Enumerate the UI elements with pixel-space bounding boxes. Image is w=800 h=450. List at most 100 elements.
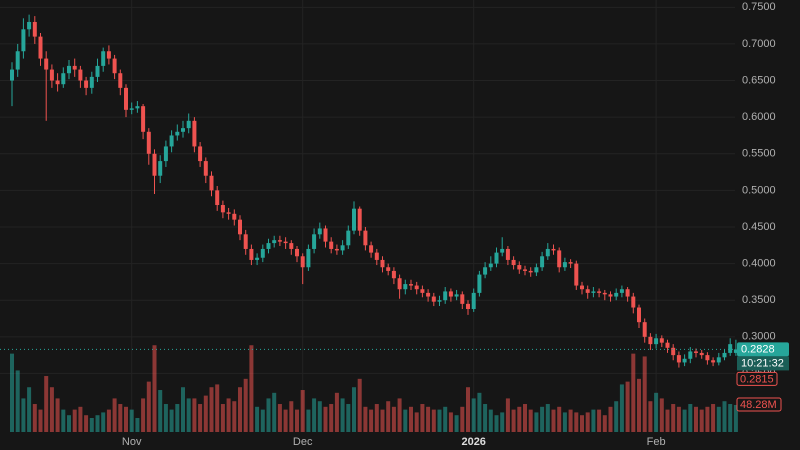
candle-body — [118, 73, 123, 88]
candle-body — [141, 106, 146, 132]
volume-label-box — [736, 397, 782, 412]
volume-bar — [614, 401, 619, 432]
candle-body — [329, 241, 334, 249]
volume-bar — [625, 381, 630, 432]
candle-body — [631, 296, 636, 308]
candle-body — [608, 294, 613, 297]
candle-body — [158, 161, 163, 176]
volume-bar — [175, 404, 180, 432]
volume-bar — [220, 404, 225, 432]
volume-bar — [471, 398, 476, 432]
candle-body — [106, 51, 111, 59]
volume-bar — [654, 392, 659, 432]
volume-bar — [551, 409, 556, 432]
last-price-box — [737, 342, 789, 357]
volume-bar — [642, 356, 647, 432]
volume-bar — [340, 398, 345, 432]
candle-body — [61, 73, 66, 85]
last-price-label: 0.2828 — [741, 343, 775, 355]
candle-body — [55, 80, 60, 85]
countdown-box — [737, 356, 789, 371]
volume-bar — [711, 404, 716, 432]
volume-bar — [585, 412, 590, 432]
candle-body — [619, 289, 624, 293]
candle-body — [72, 65, 77, 70]
candle-body — [471, 292, 476, 309]
volume-bar — [323, 406, 328, 432]
candle-body — [277, 240, 282, 242]
volume-bar — [27, 387, 32, 432]
candle-body — [391, 270, 396, 279]
volume-bar — [295, 409, 299, 432]
candle-body — [129, 108, 134, 110]
volume-bar — [346, 404, 351, 432]
candle-body — [44, 58, 49, 70]
candle-body — [705, 355, 710, 361]
volume-bar — [705, 406, 710, 432]
candle-body — [32, 21, 37, 37]
volume-bar — [124, 406, 128, 432]
volume-bar — [152, 345, 157, 432]
candle-body — [266, 243, 271, 249]
candle-body — [15, 51, 20, 70]
y-tick-label: 0.6000 — [742, 111, 776, 123]
candle-body — [454, 294, 459, 297]
candle-body — [477, 274, 482, 293]
volume-bar — [500, 412, 505, 432]
volume-bar — [505, 398, 510, 432]
volume-bar — [437, 409, 442, 432]
candle-body — [163, 146, 168, 162]
volume-bar — [466, 387, 470, 432]
volume-bar — [403, 409, 408, 432]
volume-bar — [534, 412, 539, 432]
candle-body — [10, 69, 14, 81]
candle-body — [574, 263, 579, 286]
candle-body — [283, 241, 288, 244]
volume-bar — [272, 392, 277, 432]
volume-bar — [44, 376, 49, 432]
volume-bar — [659, 398, 664, 432]
candle-body — [545, 248, 550, 257]
x-tick-label: Dec — [293, 436, 313, 448]
volume-bar — [608, 406, 613, 432]
candle-body — [380, 259, 385, 268]
volume-bar — [129, 409, 134, 432]
y-tick-label: 0.4000 — [742, 257, 776, 269]
volume-bar — [665, 409, 670, 432]
volume-bar — [78, 406, 83, 432]
volume-bar — [694, 406, 698, 432]
volume-bar — [391, 406, 396, 432]
candle-body — [528, 270, 533, 273]
candle-body — [585, 289, 590, 293]
candle-body — [89, 76, 94, 88]
volume-bar — [397, 398, 402, 432]
candle-body — [426, 292, 431, 297]
volume-bar — [158, 390, 163, 432]
volume-bar — [89, 418, 94, 432]
candle-body — [334, 248, 339, 251]
candle-body — [260, 248, 265, 258]
volume-bar — [260, 409, 265, 432]
volume-bar — [84, 415, 89, 432]
candle-body — [483, 267, 488, 275]
candle-body — [169, 135, 174, 147]
candle-body — [357, 208, 362, 231]
volume-bar — [631, 353, 636, 432]
candle-body — [654, 338, 659, 345]
volume-bar — [300, 390, 305, 432]
candle-body — [232, 213, 237, 220]
candle-body — [488, 263, 493, 268]
volume-bar — [716, 406, 721, 432]
candle-body — [340, 245, 345, 251]
volume-bar — [682, 409, 687, 432]
volume-bar — [386, 401, 391, 432]
volume-bar — [426, 406, 431, 432]
volume-bar — [676, 406, 681, 432]
candle-body — [203, 161, 208, 176]
candle-body — [317, 228, 322, 235]
volume-bar — [146, 381, 151, 432]
candle-body — [517, 265, 522, 270]
volume-bar — [648, 401, 653, 432]
candle-body — [420, 289, 425, 293]
